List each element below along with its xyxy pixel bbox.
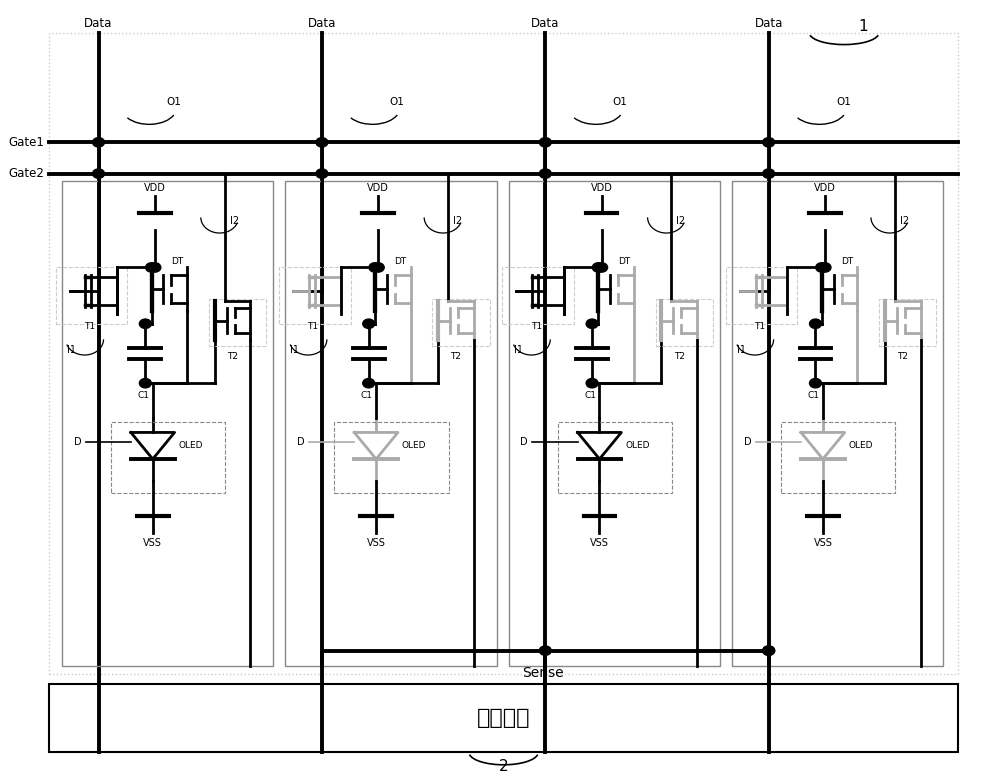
Text: VDD: VDD	[814, 183, 836, 193]
Text: Gate1: Gate1	[8, 136, 44, 149]
Circle shape	[93, 169, 104, 178]
Text: T1: T1	[754, 322, 765, 332]
Text: VDD: VDD	[367, 183, 389, 193]
Text: D: D	[297, 437, 305, 447]
Text: OLED: OLED	[179, 441, 203, 450]
Text: T2: T2	[674, 352, 685, 361]
Text: Data: Data	[308, 17, 336, 30]
Text: DT: DT	[171, 256, 183, 266]
Circle shape	[763, 169, 775, 178]
FancyBboxPatch shape	[49, 684, 958, 752]
Text: I2: I2	[900, 216, 909, 225]
Text: O1: O1	[613, 97, 628, 106]
Circle shape	[539, 138, 551, 147]
Text: DT: DT	[395, 256, 407, 266]
Text: Data: Data	[531, 17, 559, 30]
Text: D: D	[74, 437, 81, 447]
Circle shape	[596, 263, 608, 272]
Text: I2: I2	[230, 216, 239, 225]
Text: T2: T2	[897, 352, 908, 361]
Text: Data: Data	[84, 17, 113, 30]
Circle shape	[810, 319, 821, 328]
Circle shape	[586, 319, 598, 328]
Text: C1: C1	[361, 391, 373, 400]
Text: T2: T2	[450, 352, 461, 361]
Text: DT: DT	[841, 256, 854, 266]
Circle shape	[810, 378, 821, 388]
Circle shape	[139, 378, 151, 388]
Text: D: D	[744, 437, 751, 447]
Circle shape	[592, 263, 604, 272]
Circle shape	[372, 263, 384, 272]
Circle shape	[149, 263, 161, 272]
Circle shape	[316, 138, 328, 147]
Circle shape	[586, 378, 598, 388]
Text: DT: DT	[618, 256, 630, 266]
Text: VDD: VDD	[591, 183, 613, 193]
Text: T2: T2	[227, 352, 238, 361]
Circle shape	[763, 138, 775, 147]
Text: OLED: OLED	[849, 441, 873, 450]
Text: 2: 2	[499, 759, 508, 774]
Text: I2: I2	[676, 216, 685, 225]
Circle shape	[763, 646, 775, 655]
Circle shape	[363, 319, 375, 328]
Text: Gate2: Gate2	[8, 167, 44, 180]
Text: O1: O1	[166, 97, 181, 106]
Circle shape	[139, 319, 151, 328]
Text: Data: Data	[754, 17, 783, 30]
Circle shape	[763, 646, 775, 655]
Circle shape	[539, 646, 551, 655]
Text: VSS: VSS	[813, 538, 832, 548]
Circle shape	[539, 169, 551, 178]
Text: I1: I1	[737, 345, 746, 354]
Text: D: D	[520, 437, 528, 447]
Text: Sense: Sense	[522, 666, 564, 680]
Text: VSS: VSS	[143, 538, 162, 548]
Circle shape	[816, 263, 828, 272]
Text: T1: T1	[531, 322, 542, 332]
Text: VSS: VSS	[590, 538, 609, 548]
Circle shape	[146, 263, 157, 272]
Circle shape	[93, 138, 104, 147]
Text: O1: O1	[389, 97, 404, 106]
Text: OLED: OLED	[402, 441, 426, 450]
Text: O1: O1	[836, 97, 851, 106]
Text: 驱动芯片: 驱动芯片	[477, 708, 530, 728]
Text: I2: I2	[453, 216, 462, 225]
Circle shape	[363, 378, 375, 388]
Text: VDD: VDD	[144, 183, 166, 193]
Text: C1: C1	[137, 391, 149, 400]
Text: T1: T1	[84, 322, 95, 332]
Text: C1: C1	[584, 391, 596, 400]
Circle shape	[316, 169, 328, 178]
Text: 1: 1	[858, 19, 868, 34]
Text: I1: I1	[290, 345, 299, 354]
Text: I1: I1	[514, 345, 523, 354]
Text: OLED: OLED	[625, 441, 650, 450]
Text: I1: I1	[67, 345, 76, 354]
Text: T1: T1	[307, 322, 318, 332]
Circle shape	[369, 263, 381, 272]
Circle shape	[819, 263, 831, 272]
Text: C1: C1	[807, 391, 819, 400]
Text: VSS: VSS	[367, 538, 386, 548]
